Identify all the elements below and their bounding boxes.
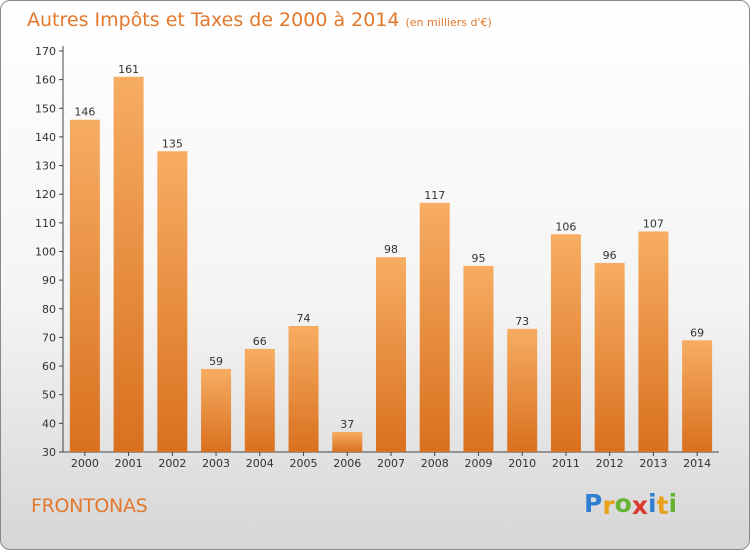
chart-title-block: Autres Impôts et Taxes de 2000 à 2014 (en… <box>27 9 492 31</box>
data-label-2011: 106 <box>555 220 576 233</box>
data-label-2012: 96 <box>603 249 617 262</box>
data-label-2003: 59 <box>209 355 223 368</box>
bar-2003 <box>201 368 232 452</box>
data-label-2000: 146 <box>74 106 95 119</box>
y-tick-label: 130 <box>35 160 56 173</box>
x-tick-label: 2001 <box>115 457 143 470</box>
x-tick-label: 2008 <box>421 457 449 470</box>
y-tick-label: 160 <box>35 74 56 87</box>
chart-title: Autres Impôts et Taxes de 2000 à 2014 <box>27 9 400 31</box>
bar-2009 <box>463 265 494 452</box>
y-tick-label: 90 <box>42 274 56 287</box>
y-tick-label: 150 <box>35 102 56 115</box>
chart-bars <box>69 76 713 453</box>
y-tick-label: 40 <box>42 417 56 430</box>
bar-2013 <box>638 231 669 452</box>
y-tick-label: 80 <box>42 303 56 316</box>
data-label-2010: 73 <box>515 315 529 328</box>
x-tick-label: 2014 <box>683 457 711 470</box>
x-tick-label: 2006 <box>333 457 361 470</box>
data-label-2005: 74 <box>297 312 311 325</box>
data-label-2006: 37 <box>340 418 354 431</box>
logo-letter: r <box>602 491 615 520</box>
y-tick-label: 70 <box>42 331 56 344</box>
logo-letter: i <box>648 489 657 518</box>
chart-data-labels: 146 161 135 59 66 74 37 98 117 95 73 106 96 107 69 <box>74 63 704 431</box>
y-tick-label: 50 <box>42 389 56 402</box>
x-tick-label: 2005 <box>290 457 318 470</box>
bar-2008 <box>419 202 450 452</box>
x-tick-label: 2002 <box>158 457 186 470</box>
place-name: FRONTONAS <box>31 495 148 517</box>
chart-unit: (en milliers d'€) <box>405 16 492 29</box>
bar-2002 <box>157 151 188 452</box>
y-tick-label: 60 <box>42 360 56 373</box>
logo-letter: o <box>614 489 632 518</box>
y-tick-label: 100 <box>35 246 56 259</box>
data-label-2014: 69 <box>690 326 704 339</box>
y-tick-label: 140 <box>35 131 56 144</box>
data-label-2008: 117 <box>424 189 445 202</box>
data-label-2004: 66 <box>253 335 267 348</box>
logo-letter: t <box>656 491 669 520</box>
bar-2007 <box>376 257 406 452</box>
data-label-2013: 107 <box>643 217 664 230</box>
data-label-2009: 95 <box>471 252 485 265</box>
bar-2011 <box>550 234 581 452</box>
y-tick-label: 170 <box>35 45 56 58</box>
data-label-2001: 161 <box>118 63 139 76</box>
x-tick-label: 2003 <box>202 457 230 470</box>
x-tick-label: 2010 <box>508 457 536 470</box>
bar-2006 <box>332 431 363 452</box>
data-label-2002: 135 <box>162 137 183 150</box>
y-tick-label: 110 <box>35 217 56 230</box>
logo-letter: i <box>668 489 678 518</box>
y-tick-label: 120 <box>35 188 56 201</box>
data-label-2007: 98 <box>384 243 398 256</box>
x-tick-label: 2012 <box>596 457 624 470</box>
bar-2014 <box>682 340 713 452</box>
x-tick-label: 2013 <box>639 457 667 470</box>
x-tick-label: 2004 <box>246 457 274 470</box>
logo-letter: P <box>584 489 603 518</box>
logo-letter: x <box>631 491 648 520</box>
bar-2012 <box>594 262 625 452</box>
x-tick-label: 2011 <box>552 457 580 470</box>
bar-2004 <box>244 348 275 452</box>
y-tick-label: 30 <box>42 446 56 459</box>
x-tick-label: 2009 <box>464 457 492 470</box>
proxiti-logo[interactable]: Proxiti <box>584 489 678 520</box>
bar-2010 <box>507 328 538 452</box>
x-tick-label: 2000 <box>71 457 99 470</box>
bar-2000 <box>69 119 100 452</box>
x-tick-label: 2007 <box>377 457 405 470</box>
bar-2001 <box>113 76 144 453</box>
bar-2005 <box>288 325 319 452</box>
